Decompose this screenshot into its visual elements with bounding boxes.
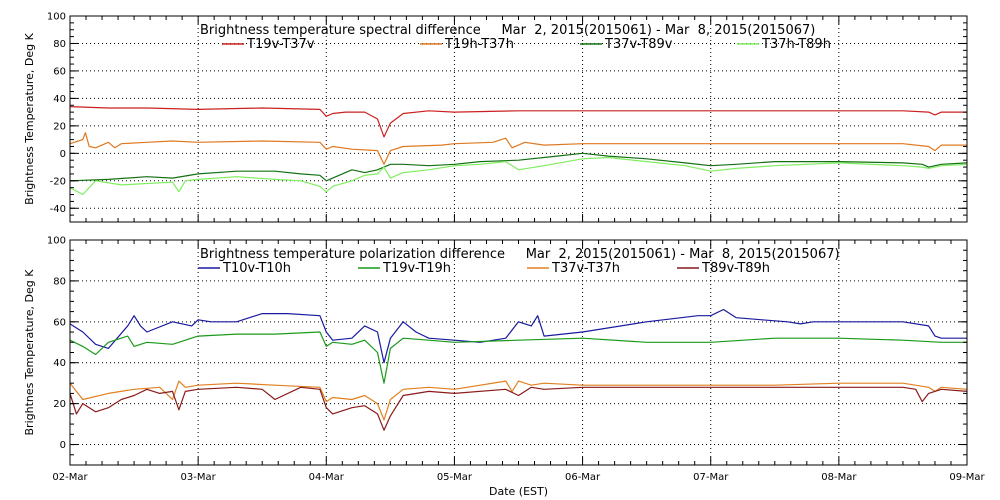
x-tick-label: 06-Mar xyxy=(565,472,601,483)
x-tick-label: 02-Mar xyxy=(52,472,88,483)
x-tick-label: 07-Mar xyxy=(693,472,729,483)
y-tick-label: 60 xyxy=(53,317,66,328)
x-tick-label: 03-Mar xyxy=(181,472,217,483)
y-tick-label: 100 xyxy=(47,12,66,23)
plot-frame xyxy=(69,239,968,466)
series-line-t19v-t37v xyxy=(69,106,967,138)
x-tick-label: 05-Mar xyxy=(437,472,473,483)
legend-label: T10v-T10h xyxy=(222,261,291,276)
chart-title: Brightness temperature spectral differen… xyxy=(200,23,815,38)
legend-label: T89v-T89h xyxy=(701,261,770,276)
legend-label: T37h-T89h xyxy=(761,37,831,52)
y-tick-label: 20 xyxy=(53,121,66,132)
series-line-t10v-t10h xyxy=(69,308,967,364)
y-tick-label: -20 xyxy=(50,176,66,187)
legend-label: T37v-T89v xyxy=(604,37,673,52)
legend-label: T19v-T19h xyxy=(382,261,451,276)
legend-label: T37v-T37h xyxy=(551,261,620,276)
plot-frame xyxy=(69,15,968,223)
series-line-t19v-t19h xyxy=(69,331,967,384)
y-tick-label: 60 xyxy=(53,66,66,77)
series-line-t19h-t37h xyxy=(69,132,967,165)
x-tick-label: 04-Mar xyxy=(309,472,345,483)
y-tick-label: 40 xyxy=(53,94,66,105)
series-line-t37v-t89v xyxy=(69,152,968,182)
y-tick-label: 0 xyxy=(60,440,66,451)
y-tick-label: 100 xyxy=(47,236,66,247)
y-tick-label: -40 xyxy=(50,204,66,215)
legend-label: T19v-T37v xyxy=(246,37,315,52)
x-axis-label: Date (EST) xyxy=(489,485,548,498)
series-line-t37v-t37h xyxy=(69,380,968,421)
y-tick-label: 80 xyxy=(53,39,66,50)
series-line-t89v-t89h xyxy=(69,386,968,431)
y-axis-label: Brightnes Temperature, Deg K xyxy=(23,269,36,436)
x-tick-label: 08-Mar xyxy=(821,472,857,483)
legend-label: T19h-T37h xyxy=(444,37,514,52)
y-tick-label: 20 xyxy=(53,399,66,410)
y-tick-label: 40 xyxy=(53,358,66,369)
series-line-t37h-t89h xyxy=(69,156,968,196)
chart-title: Brightness temperature polarization diff… xyxy=(200,247,840,262)
y-tick-label: 0 xyxy=(60,149,66,160)
x-tick-label: 09-Mar xyxy=(949,472,985,483)
y-tick-label: 80 xyxy=(53,276,66,287)
y-axis-label: Brightness Temperature, Deg K xyxy=(23,32,36,204)
